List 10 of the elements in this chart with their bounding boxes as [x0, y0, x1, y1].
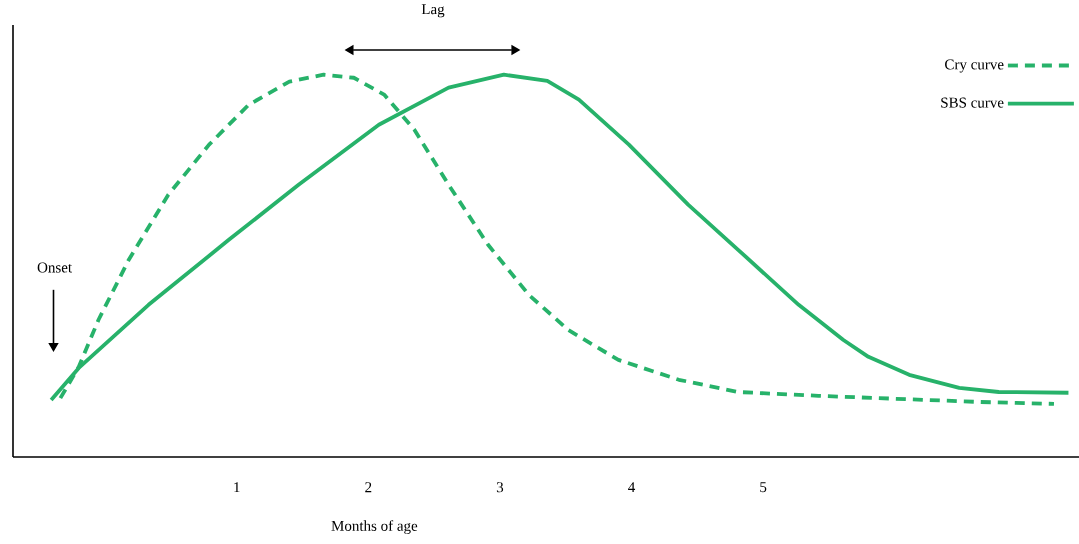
x-axis-title: Months of age: [331, 520, 418, 534]
x-tick-label: 3: [496, 482, 504, 493]
x-tick-label: 2: [365, 482, 372, 493]
annotation: Onset: [37, 262, 72, 273]
legend-label: SBS curve: [941, 97, 1004, 108]
x-tick-label: 5: [760, 482, 767, 493]
x-tick-label: 1: [234, 482, 240, 493]
x-tick-label: 4: [628, 482, 636, 493]
text: Lag: [421, 4, 445, 18]
legend-label: Cry curve: [945, 59, 1004, 73]
